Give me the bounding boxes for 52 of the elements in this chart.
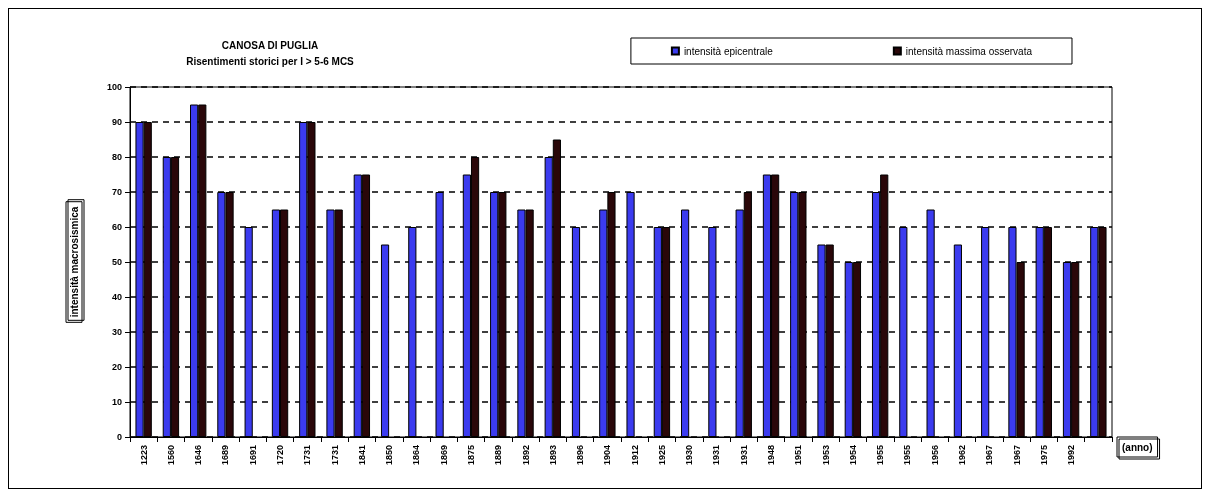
y-tick-label: 20 [111,362,122,372]
y-axis-title: intensità macrosismica [68,206,80,318]
x-tick-label: 1646 [193,445,204,466]
x-tick-label: 1975 [1038,445,1049,466]
x-tick-label: 1689 [220,445,231,466]
x-tick-label: 1962 [956,445,967,466]
y-tick-label: 10 [111,397,122,407]
x-tick-label: 1850 [384,445,395,466]
y-tick-label: 70 [111,187,122,197]
legend-label: intensità massima osservata [905,45,1033,57]
x-tick-label: 1896 [575,445,586,466]
x-tick-label: 1912 [629,445,640,466]
x-tick-label: 1223 [138,445,149,466]
x-tick-label: 1904 [602,445,613,466]
x-tick-label: 1953 [820,445,831,466]
y-tick-label: 30 [111,327,122,337]
legend-label: intensità epicentrale [683,45,774,57]
x-tick-label: 1955 [902,445,913,466]
x-tick-label: 1691 [247,445,258,466]
x-tick-label: 1967 [1011,445,1022,466]
chart-title: CANOSA DI PUGLIA [221,39,319,51]
y-tick-label: 100 [106,82,122,92]
x-tick-label: 1864 [411,445,422,466]
chart-subtitle: Risentimenti storici per I > 5-6 MCS [186,55,355,67]
x-tick-label: 1930 [684,445,695,466]
x-tick-label: 1925 [656,445,667,466]
x-tick-label: 1931 [738,445,749,466]
x-tick-label: 1731 [302,445,313,466]
x-tick-label: 1931 [711,445,722,466]
x-tick-label: 1560 [165,445,176,466]
x-tick-label: 1992 [1066,445,1077,466]
x-tick-label: 1720 [275,445,286,466]
x-tick-label: 1954 [847,445,858,466]
x-tick-label: 1875 [465,445,476,466]
y-tick-label: 40 [111,292,122,302]
x-tick-label: 1841 [356,445,367,466]
y-tick-label: 90 [111,117,122,127]
y-tick-label: 60 [111,222,122,232]
x-tick-label: 1955 [875,445,886,466]
x-tick-label: 1889 [493,445,504,466]
x-tick-label: 1893 [547,445,558,466]
x-tick-label: 1869 [438,445,449,466]
x-tick-label: 1951 [793,445,804,466]
y-tick-label: 80 [111,152,122,162]
x-tick-label: 1967 [984,445,995,466]
x-tick-label: 1956 [929,445,940,466]
x-axis-title: (anno) [1122,441,1153,453]
y-tick-label: 0 [116,432,122,442]
x-tick-label: 1731 [329,445,340,466]
y-tick-label: 50 [111,257,122,267]
x-tick-label: 1948 [766,445,777,466]
x-tick-label: 1892 [520,445,531,466]
